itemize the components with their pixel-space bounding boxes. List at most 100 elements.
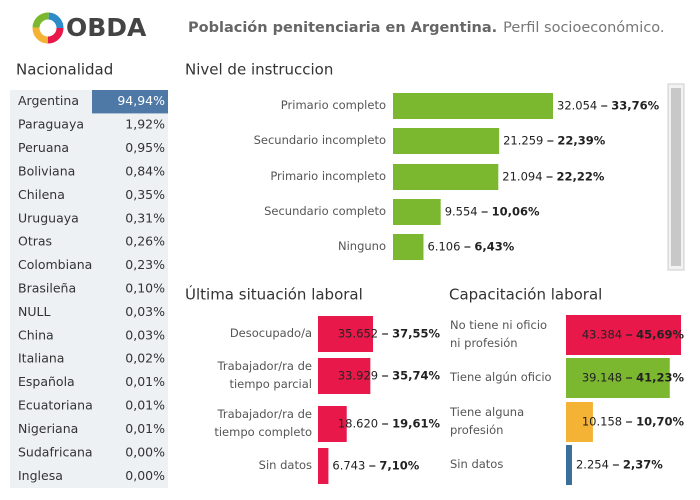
bar: [393, 128, 500, 154]
table-cell: Inglesa: [18, 468, 63, 483]
chart-title: Última situación laboral: [185, 285, 363, 304]
value-label: 21.259: [503, 134, 543, 148]
percent-label: 37,55%: [392, 327, 440, 341]
percent-label: 10,70%: [636, 415, 684, 429]
percent-label: 41,23%: [636, 371, 684, 385]
value-label: 35.652: [338, 327, 378, 341]
table-cell: Sudafricana: [18, 444, 93, 459]
table-cell: 0,95%: [125, 140, 165, 155]
value-label: 43.384: [582, 328, 622, 342]
table-cell: Italiana: [18, 351, 64, 366]
category-label-box: Trabajador/ra de tiempo parcial: [217, 359, 312, 391]
table-cell: 0,01%: [125, 421, 165, 436]
table-cell: Argentina: [18, 93, 79, 108]
chart-title: Capacitación laboral: [449, 286, 602, 304]
category-label: Secundario completo: [264, 204, 386, 219]
percent-label: 19,61%: [392, 417, 440, 431]
category-label: Tiene alguna profesión: [450, 405, 525, 437]
category-label-box: Trabajador/ra de tiempo completo: [214, 407, 312, 439]
table-cell: Paraguaya: [18, 117, 84, 132]
category-label-box: Sin datos: [450, 457, 504, 472]
category-label: Secundario incompleto: [253, 133, 386, 148]
table-cell: Boliviana: [18, 163, 75, 178]
value-label: 32.054: [557, 99, 597, 113]
logo-arc: [32, 12, 64, 44]
category-label: Desocupado/a: [229, 326, 312, 341]
bar: [566, 358, 670, 398]
table-title: Nacionalidad: [16, 61, 113, 79]
highlight-cell: [92, 90, 168, 114]
value-label: 2.254: [576, 458, 609, 472]
percent-label: 22,39%: [557, 134, 605, 148]
table-cell: 0,01%: [125, 374, 165, 389]
table-cell: Brasileña: [18, 281, 76, 296]
category-label-box: Primario incompleto: [270, 169, 386, 184]
table-cell: 0,02%: [125, 351, 165, 366]
bar: [393, 234, 424, 260]
logo-arc: [32, 12, 64, 44]
bar: [318, 316, 373, 352]
bar: [393, 199, 441, 225]
category-label: Trabajador/ra de tiempo completo: [214, 407, 312, 439]
logo-arc: [32, 12, 64, 44]
table-background: [10, 90, 168, 488]
table-cell: 0,00%: [125, 444, 165, 459]
percent-label: 6,43%: [474, 240, 514, 254]
table-cell: 0,01%: [125, 398, 165, 413]
percent-label: 35,74%: [392, 369, 440, 383]
category-label-box: No tiene ni oficio ni profesión: [450, 318, 547, 350]
table-cell: Nigeriana: [18, 421, 78, 436]
table-cell: Ecuatoriana: [18, 398, 93, 413]
table-cell: 0,03%: [125, 327, 165, 342]
bar: [318, 406, 347, 442]
category-label-box: Desocupado/a: [229, 326, 312, 341]
table-cell: 0,23%: [125, 257, 165, 272]
table-cell: Peruana: [18, 140, 69, 155]
table-cell: 0,84%: [125, 163, 165, 178]
subtitle: Perfil socioeconómico.: [503, 20, 664, 36]
category-label-box: Primario completo: [280, 98, 386, 113]
title: Población penitenciaria en Argentina.: [188, 20, 497, 36]
category-label-box: Tiene alguna profesión: [450, 405, 525, 437]
percent-label: 45,69%: [636, 328, 684, 342]
category-label: Primario incompleto: [270, 169, 386, 184]
value-label: 6.743: [332, 459, 365, 473]
bar: [566, 445, 572, 485]
table-cell: 0,26%: [125, 234, 165, 249]
table-cell: NULL: [18, 304, 50, 319]
category-label: Primario completo: [280, 98, 386, 113]
table-cell: China: [18, 327, 54, 342]
table-cell: Colombiana: [18, 257, 92, 272]
percent-label: 2,37%: [623, 458, 663, 472]
table-cell: 0,31%: [125, 210, 165, 225]
category-label: Trabajador/ra de tiempo parcial: [217, 359, 312, 391]
table-cell: 0,00%: [125, 468, 165, 483]
percent-label: 33,76%: [611, 99, 659, 113]
bar: [393, 93, 553, 119]
category-label-box: Secundario completo: [264, 204, 386, 219]
table-cell: 0,10%: [125, 281, 165, 296]
bar: [318, 358, 371, 394]
table-cell: 94,94%: [117, 93, 165, 108]
table-cell: Uruguaya: [18, 210, 79, 225]
table-cell: Chilena: [18, 187, 65, 202]
table-cell: 1,92%: [125, 117, 165, 132]
category-label: Ninguno: [338, 239, 386, 254]
chart-title: Nivel de instruccion: [185, 61, 333, 79]
percent-label: 22,22%: [557, 170, 605, 184]
category-label-box: Tiene algún oficio: [450, 370, 552, 384]
logo-text: OBDA: [66, 13, 147, 42]
value-label: 33.929: [338, 369, 378, 383]
value-label: 18.620: [338, 417, 378, 431]
bar: [566, 315, 681, 355]
value-label: 9.554: [445, 205, 478, 219]
value-label: 10.158: [582, 415, 622, 429]
table-cell: Otras: [18, 234, 52, 249]
category-label: Sin datos: [450, 457, 504, 472]
logo-icon: [32, 12, 64, 44]
bar: [393, 164, 499, 190]
category-label: Sin datos: [258, 458, 312, 473]
table-cell: Española: [18, 374, 75, 389]
category-label-box: Ninguno: [338, 239, 386, 254]
